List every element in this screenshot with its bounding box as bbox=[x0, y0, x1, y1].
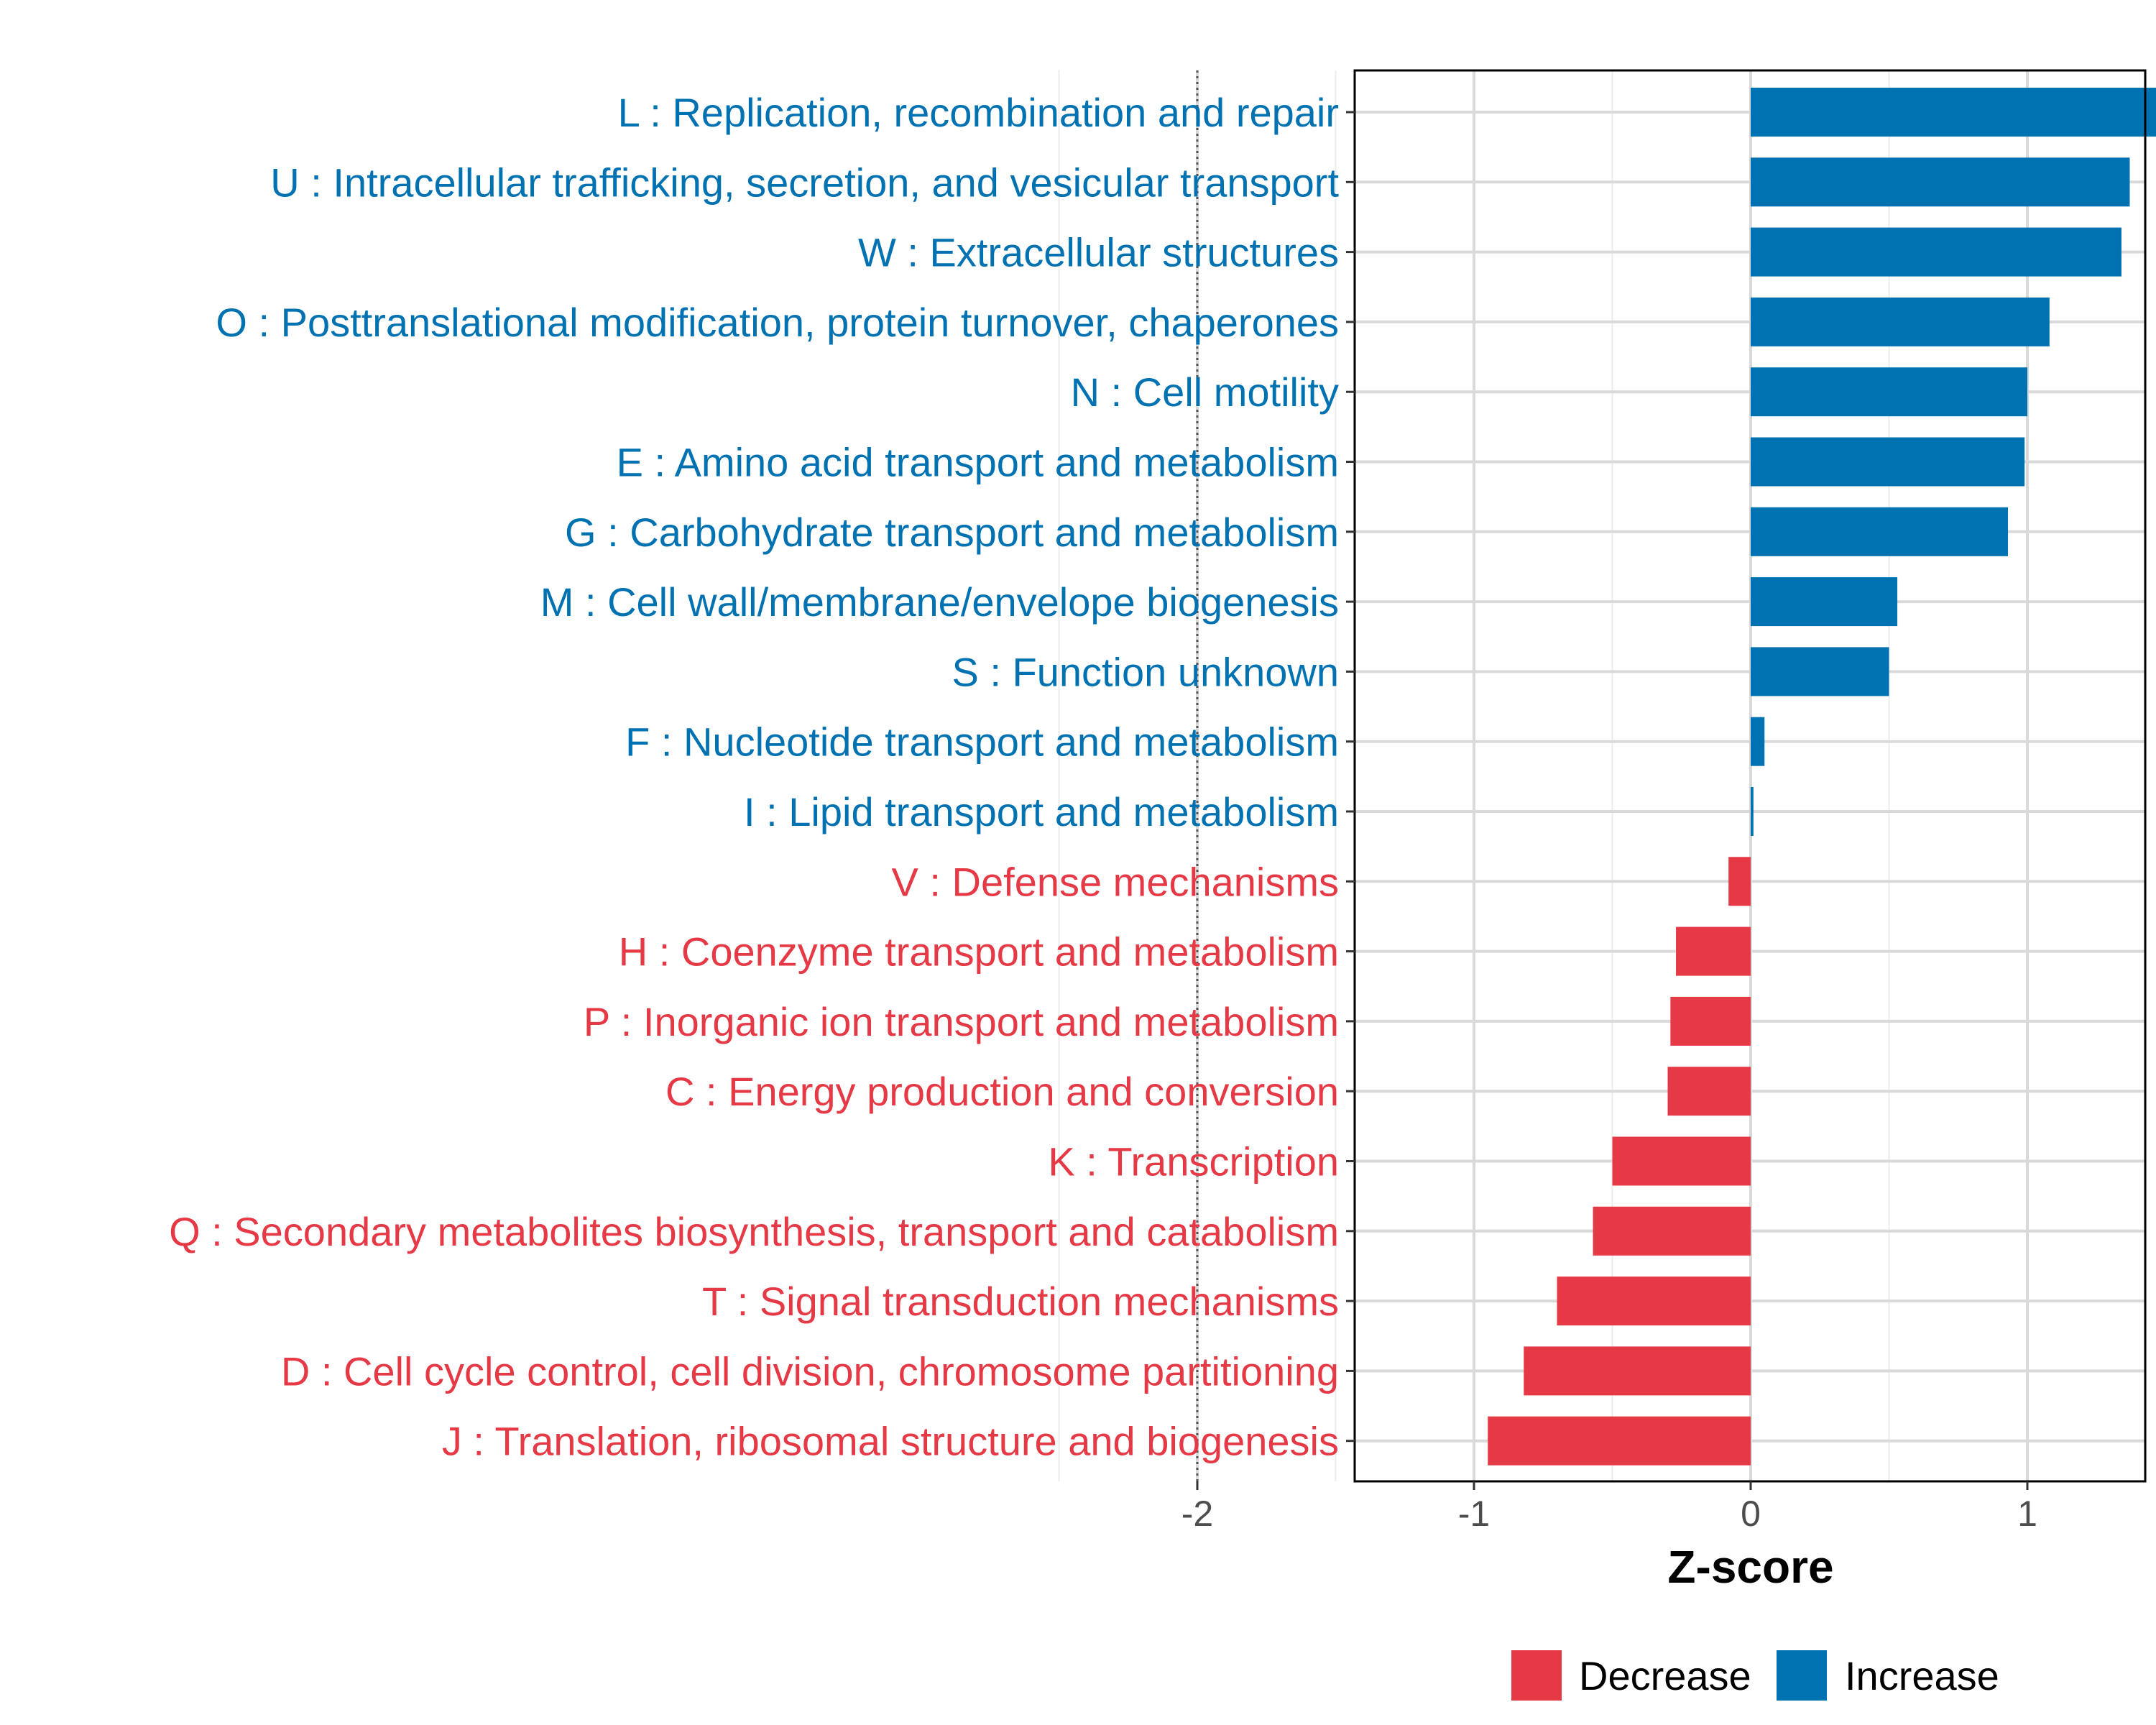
bar bbox=[1751, 717, 1765, 766]
category-label: U : Intracellular trafficking, secretion… bbox=[270, 160, 1339, 205]
x-tick-label: 0 bbox=[1741, 1494, 1761, 1534]
category-label: G : Carbohydrate transport and metabolis… bbox=[565, 510, 1339, 555]
bar bbox=[1676, 926, 1751, 976]
bar bbox=[1751, 507, 2009, 556]
bar bbox=[1751, 157, 2130, 207]
category-label: N : Cell motility bbox=[1071, 369, 1339, 415]
bar bbox=[1670, 996, 1751, 1046]
x-axis-title: Z-score bbox=[1667, 1541, 1833, 1593]
x-tick-label: 1 bbox=[2017, 1494, 2037, 1534]
bar bbox=[1751, 227, 2122, 277]
grid-layer bbox=[1058, 70, 2145, 1481]
category-label: O : Posttranslational modification, prot… bbox=[216, 300, 1339, 345]
bar bbox=[1488, 1416, 1751, 1466]
category-label: S : Function unknown bbox=[952, 649, 1339, 694]
category-label: I : Lipid transport and metabolism bbox=[744, 789, 1339, 834]
legend-label: Increase bbox=[1845, 1653, 1999, 1698]
bar bbox=[1557, 1276, 1751, 1326]
category-label: F : Nucleotide transport and metabolism bbox=[625, 719, 1339, 765]
y-axis: L : Replication, recombination and repai… bbox=[169, 90, 1355, 1464]
bar bbox=[1751, 367, 2027, 417]
category-label: K : Transcription bbox=[1048, 1139, 1339, 1184]
category-label: M : Cell wall/membrane/envelope biogenes… bbox=[540, 579, 1339, 625]
category-label: T : Signal transduction mechanisms bbox=[702, 1279, 1339, 1324]
bar bbox=[1524, 1346, 1751, 1396]
legend: Decrease Increase bbox=[1511, 1650, 1999, 1701]
legend-swatch bbox=[1511, 1650, 1562, 1701]
bars-layer bbox=[1488, 88, 2156, 1466]
category-label: W : Extracellular structures bbox=[858, 230, 1339, 275]
category-label: E : Amino acid transport and metabolism bbox=[617, 440, 1339, 485]
category-label: J : Translation, ribosomal structure and… bbox=[442, 1419, 1339, 1464]
category-label: Q : Secondary metabolites biosynthesis, … bbox=[169, 1209, 1339, 1254]
legend-swatch bbox=[1777, 1650, 1827, 1701]
category-label: L : Replication, recombination and repai… bbox=[618, 90, 1339, 135]
x-tick-label: -2 bbox=[1181, 1494, 1213, 1534]
category-label: V : Defense mechanisms bbox=[892, 859, 1339, 904]
category-label: D : Cell cycle control, cell division, c… bbox=[281, 1348, 1339, 1394]
bar bbox=[1751, 88, 2156, 137]
bar bbox=[1751, 647, 1889, 696]
category-label: H : Coenzyme transport and metabolism bbox=[619, 929, 1339, 975]
bar bbox=[1728, 857, 1751, 906]
bar bbox=[1593, 1206, 1751, 1256]
category-label: C : Energy production and conversion bbox=[665, 1069, 1339, 1114]
x-axis: -2-1012 bbox=[1181, 1481, 2037, 1534]
bar bbox=[1612, 1136, 1751, 1186]
bar bbox=[1667, 1067, 1751, 1116]
bar bbox=[1751, 437, 2025, 487]
bar bbox=[1751, 297, 2050, 346]
bar bbox=[1751, 577, 1898, 627]
category-label: P : Inorganic ion transport and metaboli… bbox=[584, 999, 1339, 1044]
legend-label: Decrease bbox=[1579, 1653, 1751, 1698]
x-tick-label: -1 bbox=[1458, 1494, 1490, 1534]
bar bbox=[1751, 787, 1754, 836]
